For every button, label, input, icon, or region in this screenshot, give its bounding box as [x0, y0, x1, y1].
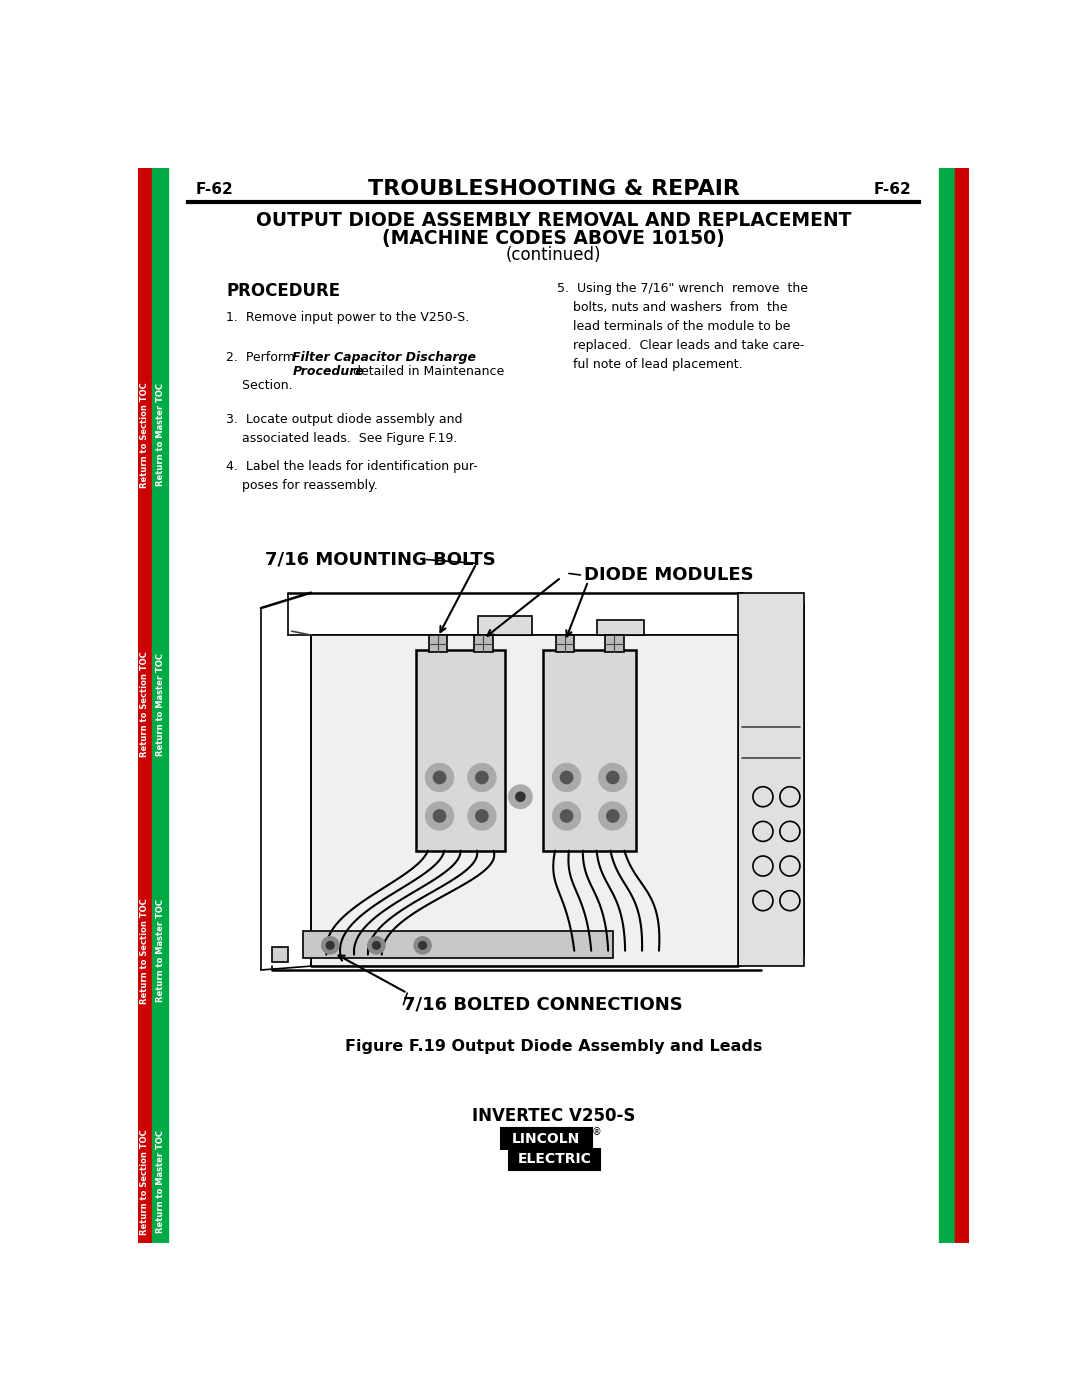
Text: 3.  Locate output diode assembly and
    associated leads.  See Figure F.19.: 3. Locate output diode assembly and asso… — [226, 412, 462, 444]
Bar — [543, 651, 636, 851]
Bar — [311, 636, 739, 967]
Bar — [739, 592, 804, 967]
Circle shape — [468, 802, 496, 830]
Text: Return to Master TOC: Return to Master TOC — [156, 383, 164, 486]
Circle shape — [475, 771, 488, 784]
Bar — [509, 1148, 599, 1171]
Text: F-62: F-62 — [195, 182, 233, 197]
Text: TROUBLESHOOTING & REPAIR: TROUBLESHOOTING & REPAIR — [367, 179, 740, 200]
Circle shape — [322, 937, 339, 954]
Bar — [597, 620, 644, 636]
Text: LINCOLN: LINCOLN — [512, 1132, 580, 1146]
Circle shape — [373, 942, 380, 949]
Text: Return to Master TOC: Return to Master TOC — [156, 1130, 164, 1234]
Text: (MACHINE CODES ABOVE 10150): (MACHINE CODES ABOVE 10150) — [382, 229, 725, 249]
Circle shape — [509, 785, 532, 809]
Circle shape — [433, 771, 446, 784]
Bar — [501, 1127, 592, 1150]
Text: OUTPUT DIODE ASSEMBLY REMOVAL AND REPLACEMENT: OUTPUT DIODE ASSEMBLY REMOVAL AND REPLAC… — [256, 211, 851, 229]
Text: Return to Section TOC: Return to Section TOC — [140, 651, 149, 757]
Text: Procedure: Procedure — [293, 365, 364, 377]
Text: DIODE MODULES: DIODE MODULES — [584, 566, 754, 584]
Text: 2.  Perform: 2. Perform — [226, 351, 299, 363]
Text: detailed in Maintenance: detailed in Maintenance — [349, 365, 504, 377]
Text: ®: ® — [592, 1127, 602, 1137]
Circle shape — [553, 764, 580, 791]
Bar — [605, 636, 623, 652]
Bar — [556, 636, 575, 652]
Circle shape — [553, 802, 580, 830]
Bar — [303, 932, 612, 958]
Bar — [956, 168, 969, 1243]
Circle shape — [426, 802, 454, 830]
Circle shape — [419, 942, 427, 949]
Text: 7/16 BOLTED CONNECTIONS: 7/16 BOLTED CONNECTIONS — [403, 996, 683, 1014]
Circle shape — [368, 937, 384, 954]
Text: Return to Section TOC: Return to Section TOC — [140, 381, 149, 488]
Bar — [429, 636, 447, 652]
Circle shape — [468, 764, 496, 791]
Circle shape — [426, 764, 454, 791]
Bar — [478, 616, 532, 636]
Circle shape — [561, 771, 572, 784]
Text: Figure F.19 Output Diode Assembly and Leads: Figure F.19 Output Diode Assembly and Le… — [345, 1039, 762, 1055]
Bar — [138, 168, 151, 1243]
Bar — [939, 168, 956, 1243]
Text: Section.: Section. — [226, 379, 293, 391]
Text: PROCEDURE: PROCEDURE — [226, 282, 340, 299]
Circle shape — [607, 771, 619, 784]
Circle shape — [475, 810, 488, 823]
Text: Return to Master TOC: Return to Master TOC — [156, 652, 164, 756]
Bar — [151, 168, 168, 1243]
Text: Return to Section TOC: Return to Section TOC — [140, 898, 149, 1003]
Text: 5.  Using the 7/16" wrench  remove  the
    bolts, nuts and washers  from  the
 : 5. Using the 7/16" wrench remove the bol… — [557, 282, 808, 370]
Text: 1.  Remove input power to the V250-S.: 1. Remove input power to the V250-S. — [226, 312, 470, 324]
Bar — [417, 651, 505, 851]
Text: Return to Section TOC: Return to Section TOC — [140, 1129, 149, 1235]
Circle shape — [414, 937, 431, 954]
Text: 7/16 MOUNTING BOLTS: 7/16 MOUNTING BOLTS — [265, 550, 496, 569]
Text: Return to Master TOC: Return to Master TOC — [156, 900, 164, 1002]
Text: INVERTEC V250-S: INVERTEC V250-S — [472, 1108, 635, 1125]
Circle shape — [561, 810, 572, 823]
Text: 4.  Label the leads for identification pur-
    poses for reassembly.: 4. Label the leads for identification pu… — [226, 460, 478, 492]
Text: Filter Capacitor Discharge: Filter Capacitor Discharge — [293, 351, 476, 363]
Circle shape — [433, 810, 446, 823]
Bar — [272, 947, 288, 963]
Circle shape — [599, 802, 626, 830]
Circle shape — [326, 942, 334, 949]
Text: (continued): (continued) — [505, 246, 602, 264]
Text: ELECTRIC: ELECTRIC — [517, 1153, 591, 1166]
Bar — [474, 636, 492, 652]
Circle shape — [607, 810, 619, 823]
Circle shape — [599, 764, 626, 791]
Circle shape — [516, 792, 525, 802]
Text: F-62: F-62 — [874, 182, 912, 197]
